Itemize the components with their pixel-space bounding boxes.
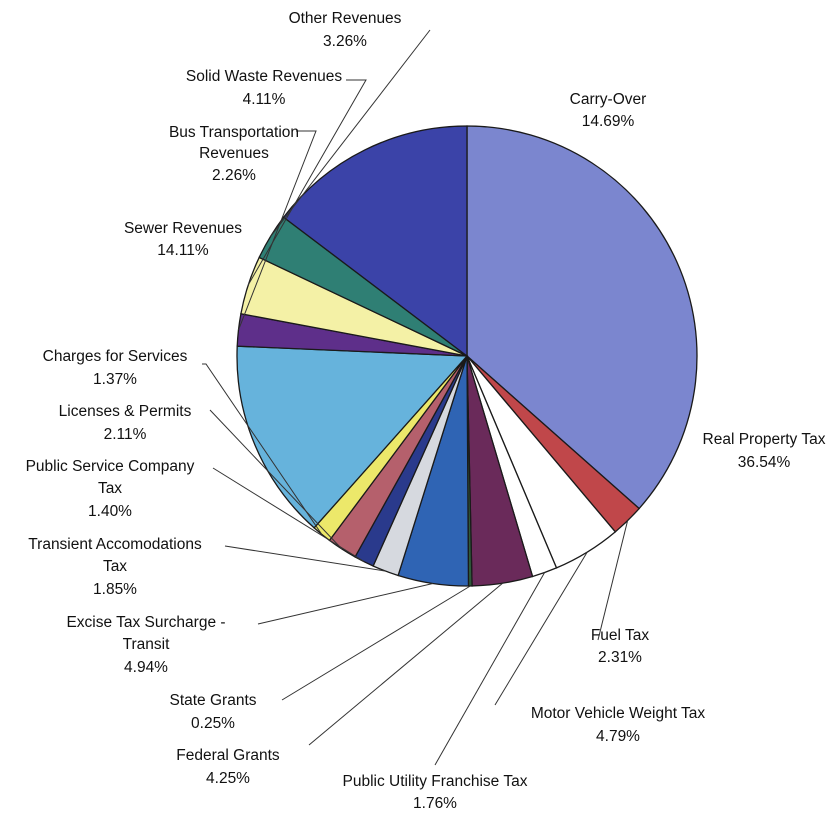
slice-value-fuel-tax: 2.31% <box>598 649 642 666</box>
leader-line-licenses-permits <box>209 409 343 550</box>
slice-label-bus-transportation-line2: Revenues <box>199 145 269 162</box>
slice-value-federal-grants: 4.25% <box>206 770 250 787</box>
slice-label-state-grants: State Grants <box>169 692 256 709</box>
slice-label-excise-line2: Transit <box>123 636 170 653</box>
slice-value-carry-over: 14.69% <box>582 113 635 130</box>
slice-label-bus-transportation-line1: Bus Transportation <box>169 124 299 141</box>
slice-value-licenses-permits: 2.11% <box>104 426 147 443</box>
slice-label-real-property-tax: Real Property Tax <box>703 431 826 448</box>
slice-value-solid-waste-revenues: 4.11% <box>243 91 286 108</box>
leader-line-solid-waste-revenues <box>247 79 367 286</box>
slice-value-charges-for-services: 1.37% <box>93 371 137 388</box>
leader-lines <box>202 29 629 766</box>
slice-label-public-service-line2: Tax <box>98 480 122 497</box>
pie-slices <box>236 125 698 587</box>
pie-slice-sewer-revenues <box>236 345 469 529</box>
leader-line-bus-transportation-revenues <box>238 130 317 331</box>
slice-label-motor-vehicle-weight: Motor Vehicle Weight Tax <box>531 705 706 722</box>
slice-label-transient-line1: Transient Accomodations <box>28 536 202 553</box>
slice-value-bus-transportation: 2.26% <box>212 167 256 184</box>
slice-value-public-service: 1.40% <box>88 503 132 520</box>
slice-label-solid-waste-revenues: Solid Waste Revenues <box>186 68 342 85</box>
leader-line-transient-accomodations-tax <box>224 545 386 572</box>
slice-value-transient: 1.85% <box>93 581 137 598</box>
slice-value-real-property-tax: 36.54% <box>738 454 791 471</box>
slice-label-public-service-line1: Public Service Company <box>26 458 195 475</box>
leader-line-fuel-tax <box>597 520 629 641</box>
slice-value-motor-vehicle-weight: 4.79% <box>596 728 640 745</box>
slice-value-state-grants: 0.25% <box>191 715 235 732</box>
slice-label-carry-over: Carry-Over <box>570 91 647 108</box>
slice-label-public-utility-franchise: Public Utility Franchise Tax <box>343 773 528 790</box>
pie-slice-real-property-tax <box>466 125 698 510</box>
slice-value-sewer-revenues: 14.11% <box>157 242 209 259</box>
slice-label-licenses-permits: Licenses & Permits <box>59 403 192 420</box>
slice-value-other-revenues: 3.26% <box>323 33 367 50</box>
slice-label-transient-line2: Tax <box>103 558 127 575</box>
leader-line-federal-grants <box>308 582 503 746</box>
slice-label-sewer-revenues: Sewer Revenues <box>124 220 242 237</box>
slice-value-excise: 4.94% <box>124 659 168 676</box>
leader-line-motor-vehicle-weight-tax <box>494 551 588 706</box>
slice-label-fuel-tax: Fuel Tax <box>591 627 650 644</box>
leader-line-state-grants <box>281 585 471 701</box>
slice-label-federal-grants: Federal Grants <box>176 747 280 764</box>
leader-line-other-revenues <box>270 29 431 238</box>
slice-value-public-utility-franchise: 1.76% <box>413 795 457 812</box>
slice-label-charges-for-services: Charges for Services <box>43 348 188 365</box>
leader-line-excise-tax-surcharge-transit <box>257 583 434 625</box>
slice-label-other-revenues: Other Revenues <box>289 10 402 27</box>
slice-labels: Other Revenues 3.26% Solid Waste Revenue… <box>26 10 826 812</box>
leader-line-charges-for-services <box>202 363 323 535</box>
slice-label-excise-line1: Excise Tax Surcharge - <box>66 614 225 631</box>
leader-line-public-utility-franchise-tax <box>434 572 546 766</box>
